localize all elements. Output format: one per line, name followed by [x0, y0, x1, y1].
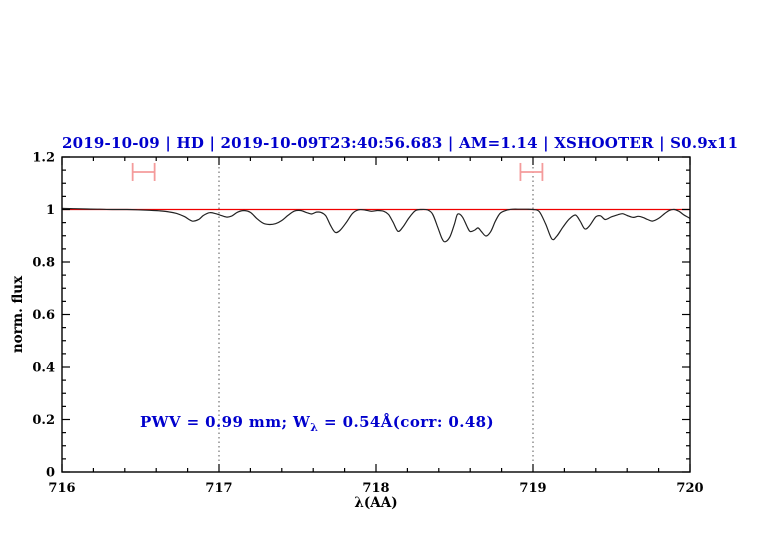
- x-axis-label: λ(AA): [354, 495, 397, 511]
- svg-text:0.6: 0.6: [32, 308, 55, 323]
- svg-text:1: 1: [46, 203, 55, 218]
- y-axis-label: norm. flux: [10, 275, 26, 353]
- svg-text:717: 717: [205, 481, 232, 496]
- axis-ticks: [61, 156, 691, 473]
- svg-text:0.8: 0.8: [32, 256, 55, 271]
- svg-text:0.4: 0.4: [32, 361, 55, 376]
- x-tick-labels: 716 717 718 719 720: [48, 481, 703, 496]
- plot-area: 716 717 718 719 720 0 0.2 0.4 0.6 0.8 1 1.2: [32, 151, 703, 497]
- annotation-post: = 0.54Å(corr: 0.48): [318, 413, 495, 431]
- svg-text:1.2: 1.2: [32, 151, 55, 166]
- y-tick-labels: 0 0.2 0.4 0.6 0.8 1 1.2: [32, 151, 55, 481]
- pwv-range-markers: [131, 162, 544, 181]
- svg-text:0.2: 0.2: [32, 413, 55, 428]
- svg-text:720: 720: [676, 481, 703, 496]
- annotation-lambda-sub: λ: [310, 421, 319, 434]
- plot-title: 2019-10-09 | HD | 2019-10-09T23:40:56.68…: [62, 134, 739, 152]
- svg-text:718: 718: [362, 481, 389, 496]
- svg-text:716: 716: [48, 481, 75, 496]
- annotation-pre: PWV = 0.99 mm; W: [140, 413, 311, 431]
- spectrum-path: [61, 207, 691, 243]
- svg-text:719: 719: [519, 481, 546, 496]
- pwv-annotation: PWV = 0.99 mm; Wλ = 0.54Å(corr: 0.48): [140, 413, 494, 434]
- svg-text:0: 0: [46, 466, 55, 481]
